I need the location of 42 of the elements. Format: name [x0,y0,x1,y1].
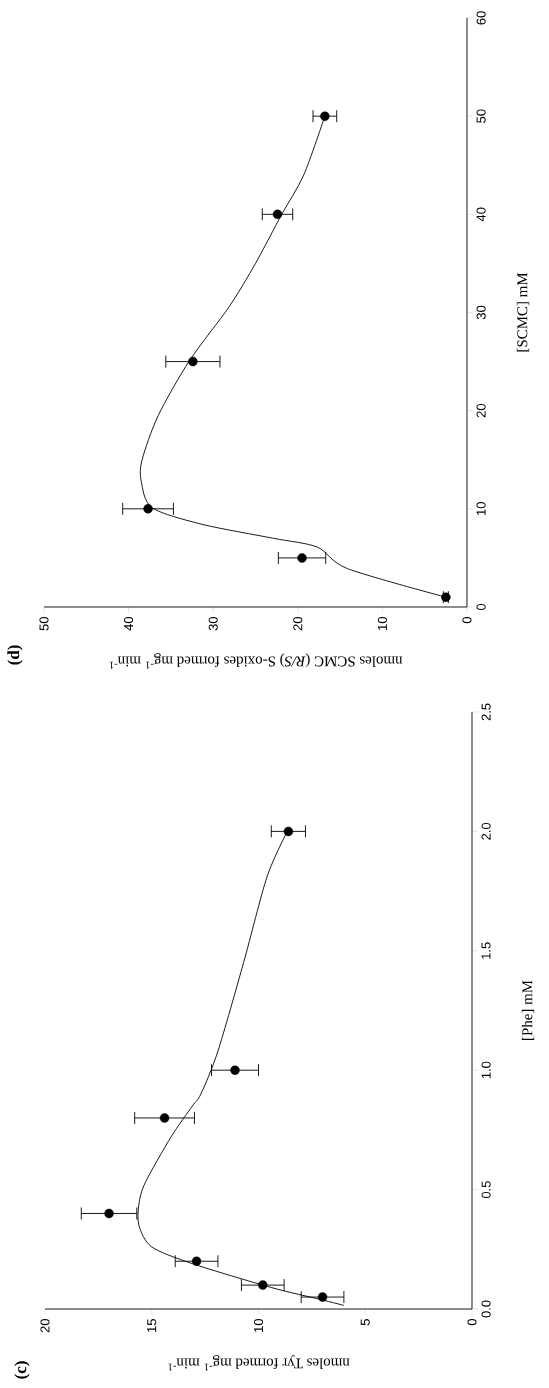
x-tick-label: 10 [377,617,387,630]
point [283,826,294,837]
x-axis-title: nmoles Tyr formed mg$^{-1}$ min$^{-1}$ [168,1355,350,1371]
y-tick-label: 0.0 [481,1300,491,1318]
x-tick-label: 20 [40,1319,50,1333]
point [297,553,307,563]
y-tick-label: 50 [476,109,486,123]
y-tick-label: 10 [476,502,486,516]
text: (d) [7,645,23,665]
y-axis-title: [SCMC] mM [516,272,530,352]
x-tick-label: 15 [147,1319,157,1332]
x-axis-title: nmoles SCMC (R/S) S-oxides formed mg$^{-1}$ min$^{-1}$ [109,653,403,669]
y-axis-title: [Phe] mM [521,980,535,1040]
x-tick-label: 50 [39,617,49,631]
y-tick-label: 1.0 [481,1061,491,1079]
point [104,1208,114,1219]
point [320,111,330,121]
point [317,1292,328,1302]
point [191,1256,202,1266]
y-tick-label: 60 [476,11,486,25]
y-tick-label: 0.5 [481,1181,491,1199]
x-tick-label: 10 [253,1319,264,1332]
point [230,1065,240,1075]
point [258,1280,268,1290]
y-tick-label: 30 [476,305,486,320]
x-tick-label: 5 [360,1319,370,1326]
y-tick-label: 0 [476,603,486,611]
x-tick-label: 0 [467,1319,477,1326]
x-tick-label: 40 [124,617,134,631]
text: (c) [14,1361,30,1379]
y-tick-label: 2.0 [481,822,491,840]
point [188,356,198,367]
y-tick-label: 2.5 [481,703,491,721]
x-tick-label: 0 [462,617,472,624]
point [159,1113,170,1123]
point [143,504,153,514]
y-tick-label: 1.5 [481,942,491,959]
point [272,209,283,220]
x-tick-label: 30 [208,617,218,631]
y-tick-label: 40 [476,207,486,222]
x-tick-label: 20 [293,617,303,631]
y-tick-label: 20 [476,403,486,418]
